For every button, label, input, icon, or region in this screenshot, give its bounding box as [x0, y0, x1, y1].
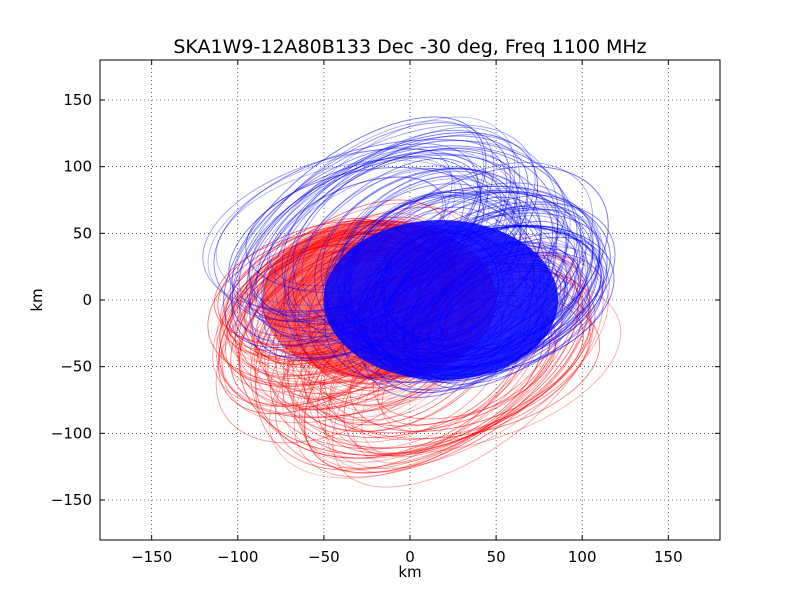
x-tick-label: 0	[405, 548, 415, 566]
y-tick-label: 50	[73, 224, 92, 242]
chart-title: SKA1W9-12A80B133 Dec -30 deg, Freq 1100 …	[173, 36, 646, 58]
x-axis-label: km	[398, 563, 421, 581]
y-tick-label: 100	[63, 158, 92, 176]
uv-track-series	[202, 116, 616, 398]
x-tick-label: 150	[654, 548, 683, 566]
y-tick-label: 0	[82, 291, 92, 309]
y-tick-label: −100	[51, 424, 92, 442]
x-tick-label: 50	[487, 548, 506, 566]
x-tick-label: −150	[131, 548, 172, 566]
uv-core-density	[323, 220, 559, 380]
y-tick-label: −150	[51, 491, 92, 509]
x-tick-label: 100	[568, 548, 597, 566]
y-tick-label: −50	[60, 358, 92, 376]
y-tick-label: 150	[63, 91, 92, 109]
x-tick-label: −100	[217, 548, 258, 566]
plot-area	[202, 116, 622, 488]
x-tick-label: −50	[308, 548, 340, 566]
y-axis-label: km	[28, 288, 46, 311]
ticks: −150 −100 −50 0 50 100 150 −150 −100 −50 0 50 100 150	[51, 60, 720, 566]
